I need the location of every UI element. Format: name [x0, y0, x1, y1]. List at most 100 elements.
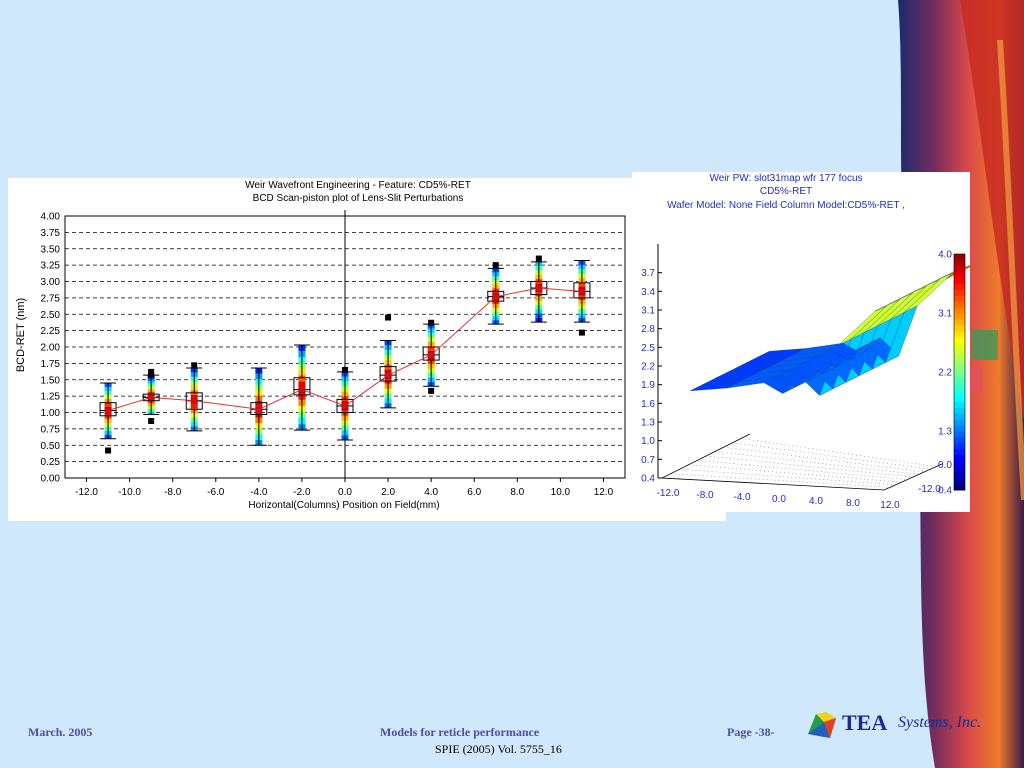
z-tick-label: 3.4: [641, 287, 655, 298]
outlier-point: [535, 255, 542, 262]
y-tick-label: 2.25: [41, 326, 61, 337]
z-tick-label: 3.1: [641, 306, 655, 317]
outlier-point: [428, 387, 435, 394]
colorbar-segment: [954, 419, 965, 426]
colorbar-segment: [954, 383, 965, 391]
colorbar-segment: [954, 342, 965, 349]
colorbar-segment: [954, 460, 965, 467]
colorbar: 4.0 3.1 2.2 1.3 0.4: [938, 250, 966, 497]
outlier-point: [191, 362, 198, 369]
z-tick-label: 2.8: [641, 324, 655, 335]
colorbar-segment: [954, 289, 965, 296]
fit-point: [147, 394, 155, 401]
fit-point: [255, 406, 263, 413]
box: [293, 377, 311, 396]
floor-gridline: [670, 473, 890, 488]
colorbar-segment: [954, 336, 965, 343]
x-tick-label: 2.0: [381, 487, 395, 498]
colorbar-segment: [954, 254, 965, 261]
x-tick-label: 4.0: [424, 487, 438, 498]
colorbar-segment: [954, 472, 965, 479]
x-tick-label: 0.0: [772, 494, 786, 505]
colorbar-tick-label: 4.0: [938, 250, 952, 261]
colorbar-segment: [954, 360, 965, 367]
x-tick-label: -2.0: [293, 487, 311, 498]
fit-point: [341, 402, 349, 410]
density-segment: [255, 401, 263, 407]
floor-gridline: [688, 464, 902, 483]
x-tick-label: 0.0: [338, 487, 352, 498]
colorbar-segment: [954, 407, 965, 414]
floor-gridline: [679, 469, 896, 485]
fit-point: [191, 397, 198, 404]
z-tick-label: 1.3: [641, 418, 655, 429]
colorbar-segment: [954, 478, 965, 485]
x-tick-label: -4.0: [250, 487, 268, 498]
box-group: [99, 382, 117, 454]
box-group: [487, 262, 505, 325]
fit-point: [298, 386, 306, 393]
footer-date: March. 2005: [28, 725, 93, 739]
z-tick-label: 3.7: [641, 268, 655, 279]
y-tick-label: 1.25: [41, 392, 61, 403]
chart-title: Weir Wavefront Engineering - Feature: CD…: [245, 180, 471, 191]
company-logo: TEA Systems, Inc.: [806, 706, 1006, 746]
x-tick-label: -8.0: [696, 490, 714, 501]
colorbar-segment: [954, 377, 965, 385]
floor-outline: [660, 433, 943, 491]
x-tick-label: -10.0: [118, 487, 141, 498]
surface-patch: [903, 271, 955, 313]
logo-subtext: Systems, Inc.: [898, 714, 982, 731]
y-tick-label: 3.75: [41, 228, 61, 239]
colorbar-segment: [954, 448, 965, 456]
y-tick-label: 0.25: [41, 457, 61, 468]
colorbar-segment: [954, 283, 965, 290]
x-axis-label: Horizontal(Columns) Position on Field(mm…: [248, 500, 439, 511]
y-tick-label: 0.00: [41, 474, 61, 485]
density-segment: [578, 282, 586, 287]
box-series: [99, 255, 591, 454]
chart-subtitle: CD5%-RET: [760, 186, 812, 197]
footer-citation: SPIE (2005) Vol. 5755_16: [435, 742, 562, 756]
y-tick-label: -12.0: [918, 484, 941, 495]
y-tick-label: 1.50: [41, 375, 61, 386]
fit-point: [578, 288, 586, 295]
colorbar-segment: [954, 425, 965, 432]
colorbar-segment: [954, 295, 965, 302]
y-tick-label: 3.00: [41, 277, 61, 288]
box-group: [573, 260, 591, 336]
colorbar-segment: [954, 442, 965, 450]
density-segment: [298, 375, 306, 382]
colorbar-segment: [954, 431, 965, 438]
x-tick-label: -4.0: [733, 492, 751, 503]
x-tick-label: 12.0: [880, 500, 900, 511]
colorbar-segment: [954, 277, 965, 284]
colorbar-segment: [954, 259, 965, 267]
logo-text: TEA: [842, 710, 888, 735]
z-tick-label: 1.9: [641, 380, 655, 391]
outlier-point: [148, 368, 155, 375]
colorbar-segment: [954, 366, 965, 373]
box: [99, 402, 117, 417]
box: [379, 366, 397, 382]
y-tick-label: 3.25: [41, 261, 61, 272]
y-tick-labels: 0.00 0.25 0.50 0.75 1.00 1.25 1.50 1.75 2.00 2.25…: [41, 212, 61, 485]
z-axis: 0.4 0.7 1.0 1.3 1.6 1.9 2.2 2.5 2.8 3.1 3.4 3.7: [641, 244, 662, 485]
colorbar-segment: [954, 318, 965, 326]
colorbar-segment: [954, 271, 965, 279]
x-tick-label: 8.0: [510, 487, 524, 498]
colorbar-tick-label: 0.4: [938, 486, 952, 497]
y-tick-label: 1.00: [41, 408, 61, 419]
colorbar-segment: [954, 484, 965, 491]
y-tick-label: 4.00: [41, 212, 61, 223]
y-tick-label: 0.0: [938, 460, 952, 471]
density-segment: [427, 346, 435, 351]
colorbar-tick-label: 1.3: [938, 427, 952, 438]
colorbar-segment: [954, 389, 965, 397]
density-segment: [190, 394, 198, 400]
colorbar-frame: [953, 253, 966, 491]
z-tick-label: 2.2: [641, 362, 655, 373]
colorbar-segment: [954, 395, 965, 402]
y-axis-label: BCD-RET (nm): [15, 298, 27, 372]
outlier-point: [148, 418, 155, 425]
